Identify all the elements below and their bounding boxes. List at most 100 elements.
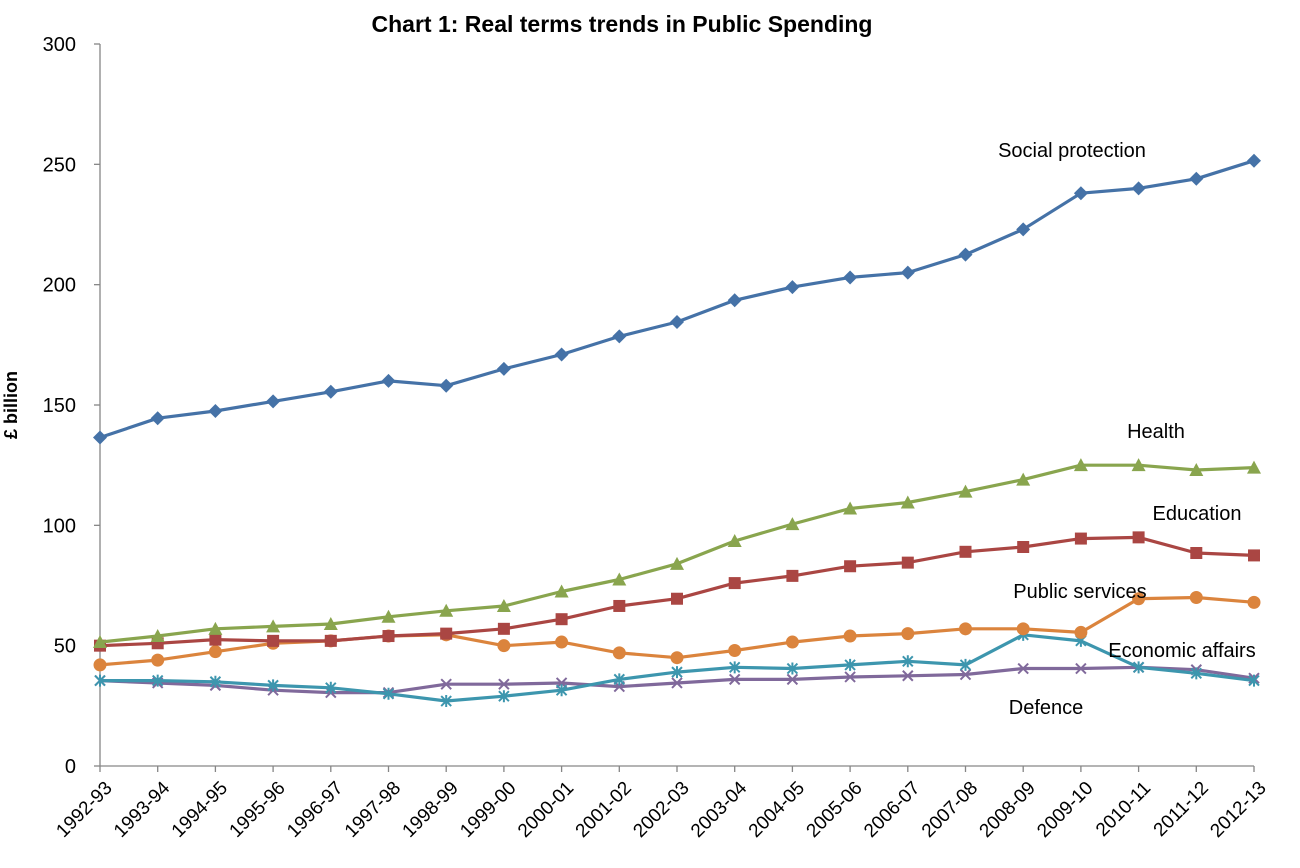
- data-point-marker: [266, 619, 281, 633]
- data-point-marker: [670, 314, 684, 329]
- data-point-marker: [612, 572, 627, 586]
- data-point-marker: [671, 592, 683, 605]
- data-point-marker: [727, 533, 742, 547]
- data-point-marker: [555, 684, 568, 697]
- data-point-marker: [902, 655, 914, 668]
- data-point-marker: [844, 671, 856, 683]
- data-point-marker: [1075, 662, 1087, 675]
- series-label-defence: Defence: [1009, 697, 1084, 719]
- data-point-marker: [1190, 547, 1203, 560]
- data-point-marker: [786, 662, 799, 675]
- data-point-marker: [267, 679, 279, 692]
- data-point-marker: [555, 635, 569, 649]
- y-tick-label: 0: [65, 756, 76, 778]
- data-point-marker: [93, 430, 107, 445]
- data-point-marker: [555, 613, 568, 626]
- x-tick-label: 2011-12: [1150, 778, 1213, 841]
- data-point-marker: [1131, 181, 1146, 196]
- x-tick-label: 2010-11: [1092, 778, 1155, 841]
- data-point-marker: [1248, 549, 1260, 562]
- x-tick-label: 2006-07: [860, 778, 924, 842]
- data-point-marker: [785, 517, 800, 531]
- data-point-marker: [498, 690, 510, 703]
- data-point-marker: [1247, 460, 1261, 474]
- data-point-marker: [612, 646, 626, 660]
- data-point-marker: [728, 577, 741, 590]
- data-point-marker: [266, 394, 281, 409]
- data-point-marker: [901, 627, 915, 641]
- data-point-marker: [150, 629, 165, 643]
- data-point-marker: [728, 661, 741, 674]
- y-axis-label: £ billion: [1, 371, 21, 439]
- data-point-marker: [439, 603, 454, 617]
- x-tick-label: 1998-99: [399, 778, 463, 842]
- data-point-marker: [208, 645, 222, 659]
- data-point-marker: [1189, 462, 1204, 476]
- data-point-marker: [843, 270, 858, 285]
- data-point-marker: [727, 293, 742, 308]
- x-tick-label: 1997-98: [341, 778, 405, 842]
- series-labels: Social protection Health Education Public s…: [998, 140, 1256, 719]
- data-point-marker: [208, 404, 223, 419]
- x-tick-label: 2008-09: [976, 778, 1040, 842]
- x-tick-label: 2003-04: [687, 777, 751, 841]
- data-point-marker: [381, 609, 396, 623]
- data-point-marker: [324, 634, 337, 647]
- data-point-marker: [786, 569, 799, 582]
- data-point-marker: [959, 622, 972, 636]
- series-label-education: Education: [1153, 503, 1242, 525]
- data-point-marker: [900, 495, 915, 509]
- data-point-marker: [554, 347, 569, 362]
- data-point-marker: [728, 643, 742, 657]
- data-point-marker: [844, 658, 856, 671]
- y-tick-label: 300: [43, 34, 76, 56]
- data-point-marker: [1247, 595, 1261, 609]
- data-point-marker: [1132, 592, 1146, 606]
- x-tick-label: 2005-06: [803, 778, 867, 842]
- data-point-marker: [1017, 662, 1029, 675]
- data-point-marker: [209, 675, 222, 688]
- data-point-marker: [671, 677, 683, 689]
- x-tick-label: 2002-03: [629, 778, 693, 842]
- data-point-marker: [93, 658, 107, 672]
- data-point-marker: [1132, 531, 1145, 544]
- x-tick-label: 2000-01: [514, 778, 578, 842]
- x-tick-label: 2007-08: [918, 778, 982, 842]
- y-tick-label: 150: [43, 395, 76, 417]
- data-point-marker: [902, 670, 914, 682]
- data-point-marker: [1074, 625, 1088, 639]
- series-label-social-protection: Social protection: [998, 140, 1146, 162]
- data-point-marker: [1073, 186, 1088, 201]
- data-point-marker: [1074, 532, 1087, 545]
- data-point-marker: [670, 651, 684, 665]
- data-point-marker: [613, 673, 626, 686]
- data-point-marker: [496, 361, 511, 376]
- series-social-protection: [93, 153, 1261, 445]
- y-tick-label: 50: [54, 636, 76, 658]
- data-point-marker: [959, 545, 972, 558]
- x-tick-label: 1993-94: [110, 777, 174, 841]
- data-point-marker: [497, 639, 511, 653]
- data-point-marker: [1190, 667, 1203, 680]
- data-point-marker: [382, 687, 395, 700]
- data-point-marker: [901, 556, 914, 569]
- data-point-marker: [843, 629, 857, 643]
- data-point-marker: [613, 599, 626, 612]
- data-point-marker: [959, 658, 972, 671]
- data-point-marker: [958, 484, 973, 498]
- data-point-marker: [440, 695, 452, 708]
- y-tick-label: 200: [43, 275, 76, 297]
- data-point-marker: [382, 630, 395, 643]
- x-tick-label: 1992-93: [52, 778, 116, 842]
- data-point-marker: [208, 621, 223, 635]
- data-point-marker: [498, 678, 510, 690]
- data-point-marker: [844, 560, 857, 573]
- data-point-marker: [1132, 661, 1145, 674]
- data-point-marker: [267, 634, 280, 647]
- data-point-marker: [728, 673, 741, 686]
- data-point-marker: [381, 373, 396, 388]
- data-point-marker: [323, 617, 338, 631]
- data-point-marker: [151, 653, 165, 667]
- data-point-marker: [843, 501, 858, 515]
- data-point-marker: [150, 411, 165, 426]
